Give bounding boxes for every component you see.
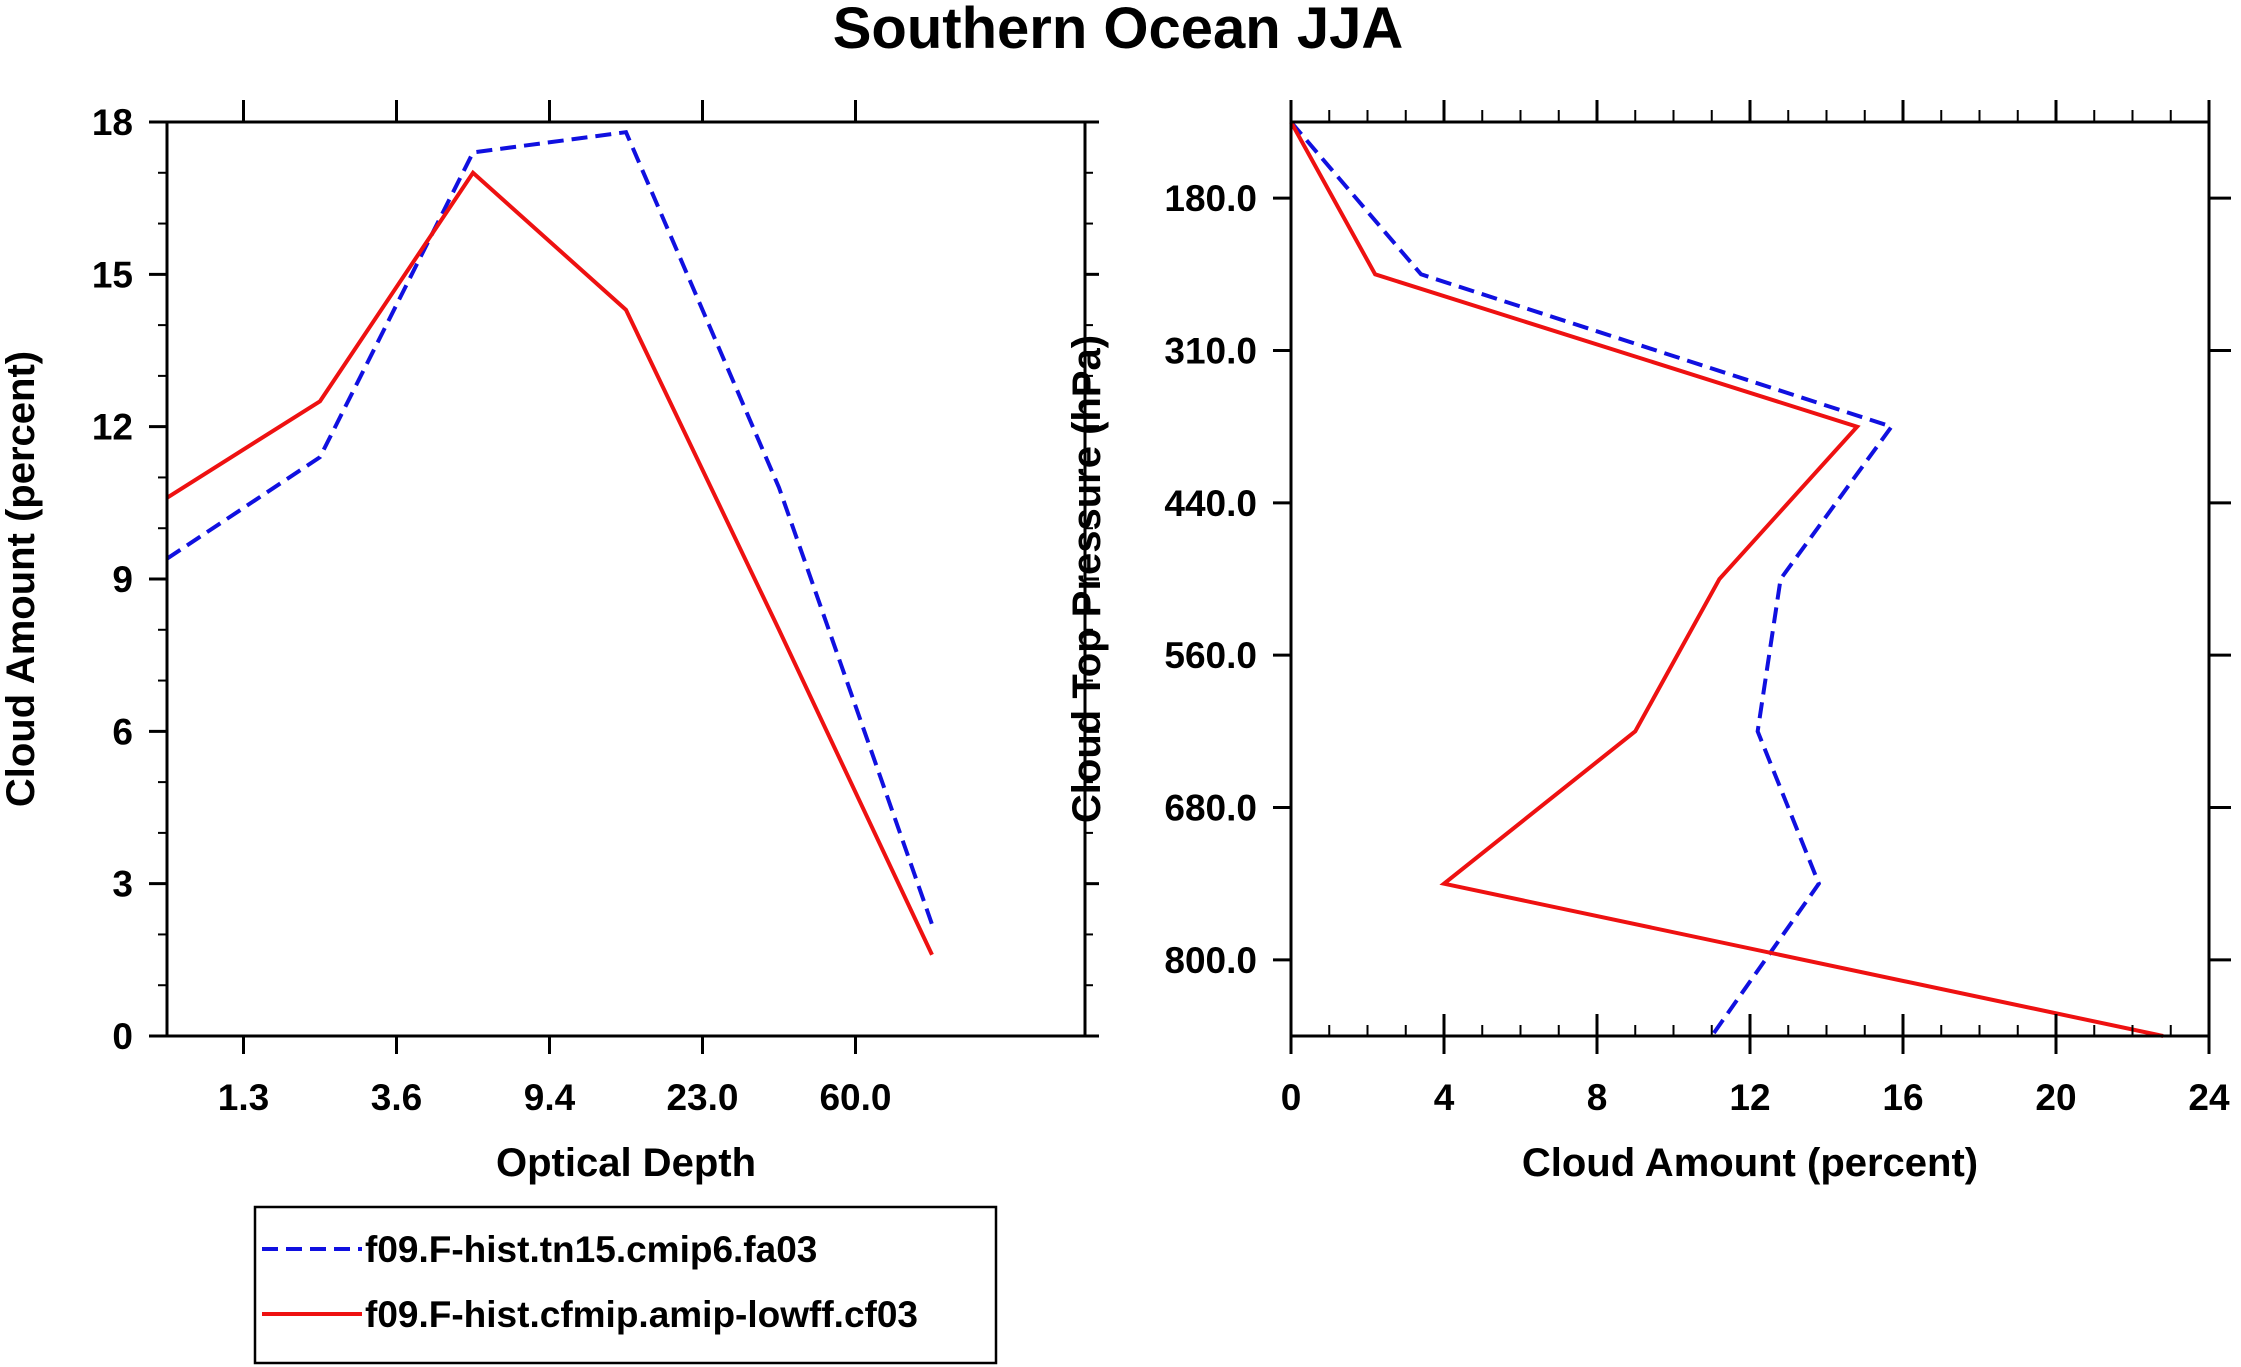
left-x-tick-label: 60.0 <box>819 1077 891 1118</box>
right-x-tick-label: 8 <box>1587 1077 1608 1118</box>
right-y-tick-label: 800.0 <box>1164 940 1257 981</box>
left-x-tick-label: 3.6 <box>371 1077 422 1118</box>
right-y-axis-title: Cloud Top Pressure (hPa) <box>1065 335 1109 823</box>
left-y-tick-label: 12 <box>92 407 133 448</box>
left-plot-frame <box>165 120 1087 1038</box>
right-x-tick-label: 16 <box>1882 1077 1923 1118</box>
right-y-tick-label: 180.0 <box>1164 178 1257 219</box>
left-series-line-1 <box>165 169 934 956</box>
left-y-tick-label: 6 <box>112 711 133 752</box>
right-x-tick-label: 12 <box>1729 1077 1770 1118</box>
right-panel: 0 4 8 12 16 20 24 180.0 310.0 440.0 560.0 680.0 800.… <box>1065 100 2231 1185</box>
right-y-tick-label: 680.0 <box>1164 788 1257 829</box>
right-plot-frame <box>1289 120 2211 1038</box>
right-series-line-0 <box>1289 120 1895 1038</box>
right-y-tick-label: 560.0 <box>1164 635 1257 676</box>
right-x-tick-label: 0 <box>1281 1077 1302 1118</box>
right-y-tick-label: 310.0 <box>1164 331 1257 372</box>
right-x-tick-label: 20 <box>2035 1077 2076 1118</box>
right-x-axis-title: Cloud Amount (percent) <box>1522 1141 1978 1185</box>
left-y-tick-label: 15 <box>92 254 133 295</box>
left-panel: 0 3 6 9 12 15 18 1.3 3.6 9.4 23.0 60.0 Optical Dept… <box>0 100 1099 1185</box>
right-y-tick-label: 440.0 <box>1164 483 1257 524</box>
figure-title: Southern Ocean JJA <box>833 0 1403 61</box>
legend-label-1: f09.F-hist.cfmip.amip-lowff.cf03 <box>365 1294 918 1335</box>
left-y-tick-label: 18 <box>92 102 133 143</box>
left-y-tick-label: 3 <box>112 864 133 905</box>
left-series-line-0 <box>165 129 934 925</box>
left-x-tick-label: 23.0 <box>666 1077 738 1118</box>
left-y-axis-title: Cloud Amount (percent) <box>0 351 43 807</box>
legend-box <box>253 1205 998 1365</box>
legend-label-0: f09.F-hist.tn15.cmip6.fa03 <box>365 1229 817 1270</box>
left-x-tick-label: 9.4 <box>524 1077 576 1118</box>
left-y-tick-label: 9 <box>112 559 133 600</box>
left-x-axis-title: Optical Depth <box>496 1141 756 1185</box>
right-series-line-1 <box>1289 121 2164 1038</box>
left-y-tick-label: 0 <box>112 1016 133 1057</box>
right-x-tick-label: 24 <box>2188 1077 2230 1118</box>
right-x-tick-label: 4 <box>1434 1077 1455 1118</box>
left-x-tick-label: 1.3 <box>218 1077 269 1118</box>
legend: f09.F-hist.tn15.cmip6.fa03 f09.F-hist.cf… <box>253 1205 998 1365</box>
